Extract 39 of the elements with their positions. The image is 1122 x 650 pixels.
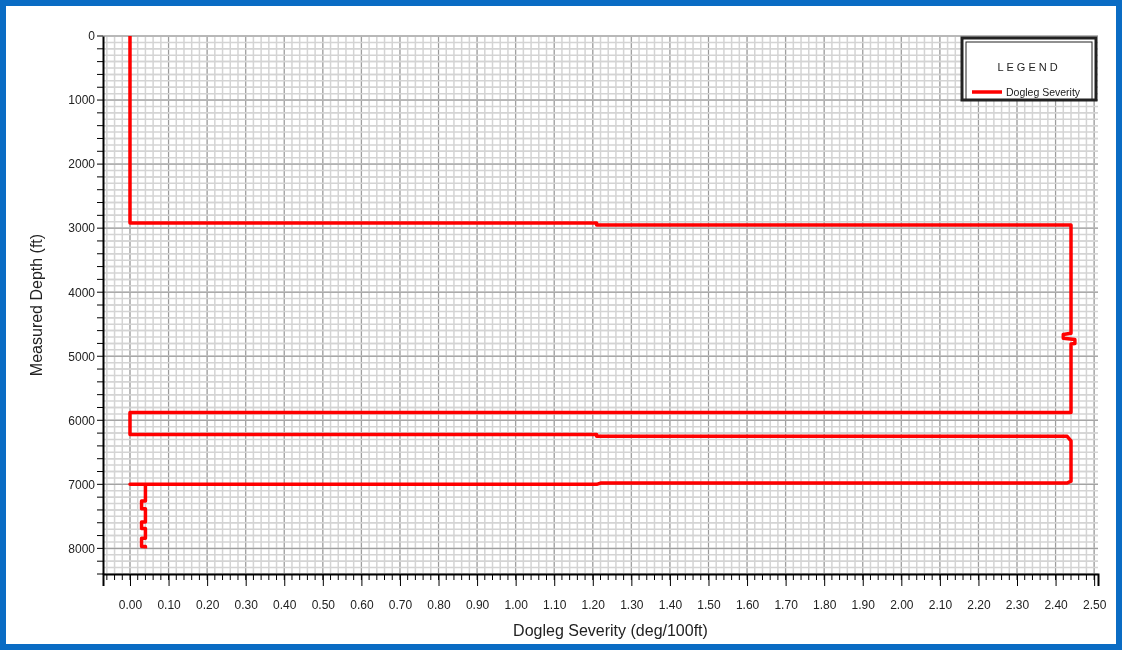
x-tick-label: 1.70 xyxy=(774,597,799,612)
x-tick-label: 1.50 xyxy=(697,597,721,612)
legend-label: Dogleg Severity xyxy=(1006,86,1081,98)
x-tick-label: 1.10 xyxy=(543,597,567,612)
x-tick-label: 1.80 xyxy=(813,597,837,612)
x-tick-label: 1.00 xyxy=(504,597,529,612)
x-tick-label: 1.20 xyxy=(581,597,606,612)
x-tick-label: 1.90 xyxy=(851,597,876,612)
y-tick-label: 2000 xyxy=(68,157,96,172)
x-tick-label: 2.40 xyxy=(1044,597,1069,612)
x-tick-label: 2.10 xyxy=(928,597,953,612)
y-tick-label: 3000 xyxy=(68,221,96,236)
x-tick-label: 1.60 xyxy=(735,597,760,612)
y-tick-label: 4000 xyxy=(68,285,96,300)
x-tick-label: 0.50 xyxy=(311,597,336,612)
y-tick-label: 0 xyxy=(88,29,96,44)
y-tick-label: 7000 xyxy=(68,477,96,492)
x-tick-label: 1.30 xyxy=(620,597,644,612)
y-axis-title: Measured Depth (ft) xyxy=(28,233,45,377)
y-tick-label: 5000 xyxy=(68,349,96,364)
x-tick-label: 2.00 xyxy=(890,597,914,612)
x-tick-label: 0.90 xyxy=(465,597,490,612)
legend-title: LEGEND xyxy=(997,61,1061,73)
y-tick-label: 6000 xyxy=(68,413,96,428)
x-tick-label: 0.10 xyxy=(157,597,182,612)
x-tick-label: 0.40 xyxy=(273,597,297,612)
x-tick-label: 0.80 xyxy=(427,597,452,612)
x-tick-label: 0.70 xyxy=(388,597,413,612)
x-tick-label: 2.50 xyxy=(1082,597,1107,612)
x-tick-label: 0.20 xyxy=(195,597,220,612)
x-axis-title: Dogleg Severity (deg/100ft) xyxy=(513,622,708,639)
x-tick-label: 1.40 xyxy=(658,597,683,612)
x-tick-label: 0.60 xyxy=(350,597,374,612)
y-tick-label: 1000 xyxy=(68,93,96,108)
x-tick-label: 0.00 xyxy=(118,597,143,612)
x-tick-label: 0.30 xyxy=(234,597,259,612)
x-tick-label: 2.20 xyxy=(967,597,991,612)
x-tick-label: 2.30 xyxy=(1005,597,1030,612)
y-tick-label: 8000 xyxy=(68,541,96,556)
